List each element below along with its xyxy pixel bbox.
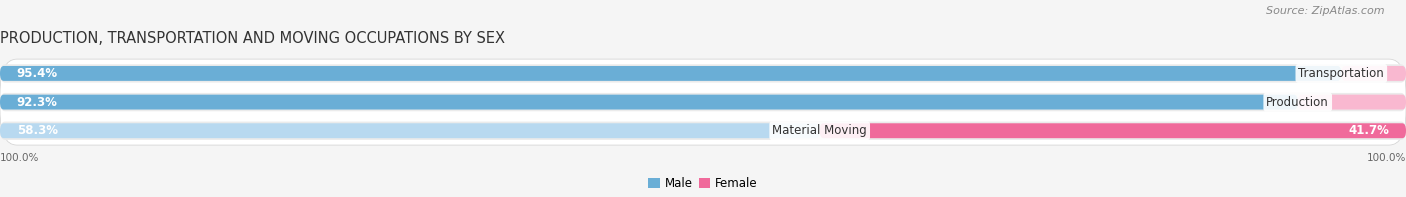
FancyBboxPatch shape [0, 66, 1341, 81]
Text: 100.0%: 100.0% [1367, 153, 1406, 163]
Legend: Male, Female: Male, Female [648, 177, 758, 190]
Text: 100.0%: 100.0% [0, 153, 39, 163]
Text: 92.3%: 92.3% [17, 96, 58, 109]
Text: PRODUCTION, TRANSPORTATION AND MOVING OCCUPATIONS BY SEX: PRODUCTION, TRANSPORTATION AND MOVING OC… [0, 31, 505, 46]
FancyBboxPatch shape [0, 59, 1406, 145]
FancyBboxPatch shape [0, 64, 1406, 83]
FancyBboxPatch shape [0, 93, 1406, 111]
FancyBboxPatch shape [0, 122, 1406, 140]
Text: Transportation: Transportation [1299, 67, 1384, 80]
FancyBboxPatch shape [820, 123, 1406, 138]
Text: 95.4%: 95.4% [17, 67, 58, 80]
Text: Source: ZipAtlas.com: Source: ZipAtlas.com [1267, 6, 1385, 16]
Text: Material Moving: Material Moving [772, 124, 868, 137]
Text: 41.7%: 41.7% [1348, 124, 1389, 137]
Text: Production: Production [1267, 96, 1329, 109]
FancyBboxPatch shape [1341, 66, 1406, 81]
Text: 58.3%: 58.3% [17, 124, 58, 137]
FancyBboxPatch shape [0, 123, 820, 138]
FancyBboxPatch shape [1298, 95, 1406, 110]
FancyBboxPatch shape [0, 95, 1298, 110]
